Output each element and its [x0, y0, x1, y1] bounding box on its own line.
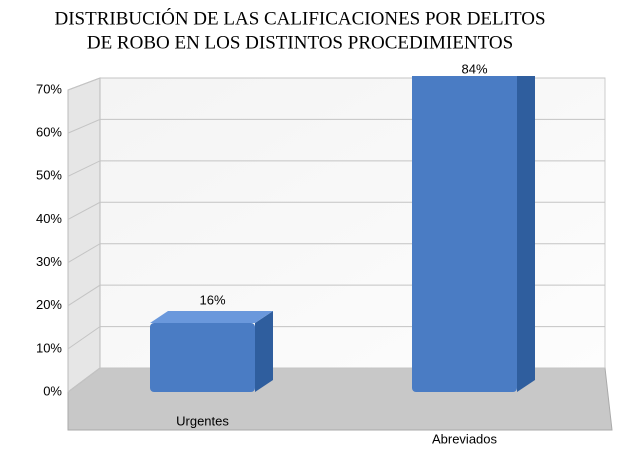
y-tick-label: 20% — [36, 297, 62, 312]
x-tick-label: Abreviados — [432, 431, 498, 446]
bars — [150, 76, 535, 392]
y-tick-label: 10% — [36, 340, 62, 355]
y-tick-label: 40% — [36, 211, 62, 226]
x-tick-label: Urgentes — [176, 413, 229, 428]
bar-top — [150, 310, 273, 323]
value-label: 16% — [199, 292, 225, 307]
side-wall — [67, 77, 101, 393]
chart-title: DISTRIBUCIÓN DE LAS CALIFICACIONES POR D… — [54, 7, 545, 29]
bar-side — [255, 310, 273, 392]
y-tick-label: 70% — [36, 81, 62, 96]
bar — [412, 76, 517, 392]
chart-title: DE ROBO EN LOS DISTINTOS PROCEDIMIENTOS — [87, 32, 513, 53]
value-label: 84% — [461, 61, 487, 76]
bar-side — [517, 76, 535, 392]
bar — [150, 322, 255, 392]
y-tick-label: 0% — [43, 383, 62, 398]
y-tick-label: 30% — [36, 254, 62, 269]
y-tick-label: 60% — [36, 125, 62, 140]
y-tick-label: 50% — [36, 168, 62, 183]
